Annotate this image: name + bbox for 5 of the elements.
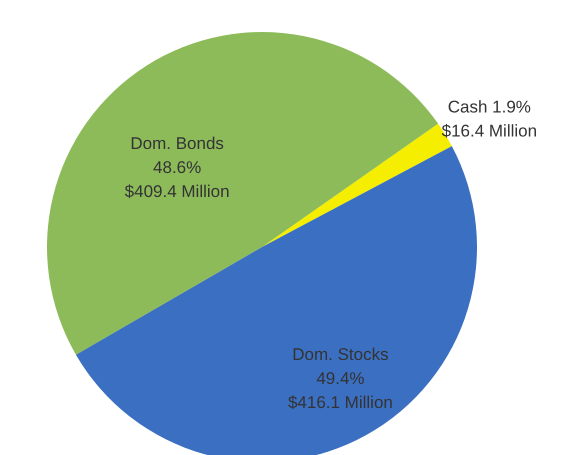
slice-label: Dom. Bonds (130, 134, 224, 154)
slice-label: Dom. Stocks (292, 344, 389, 364)
data-label: 49.4% $416.1 Million (288, 368, 393, 412)
data-label: 48.6% $409.4 Million (124, 158, 230, 202)
slice-label: Cash 1.9% $16.4 Million (442, 98, 538, 141)
